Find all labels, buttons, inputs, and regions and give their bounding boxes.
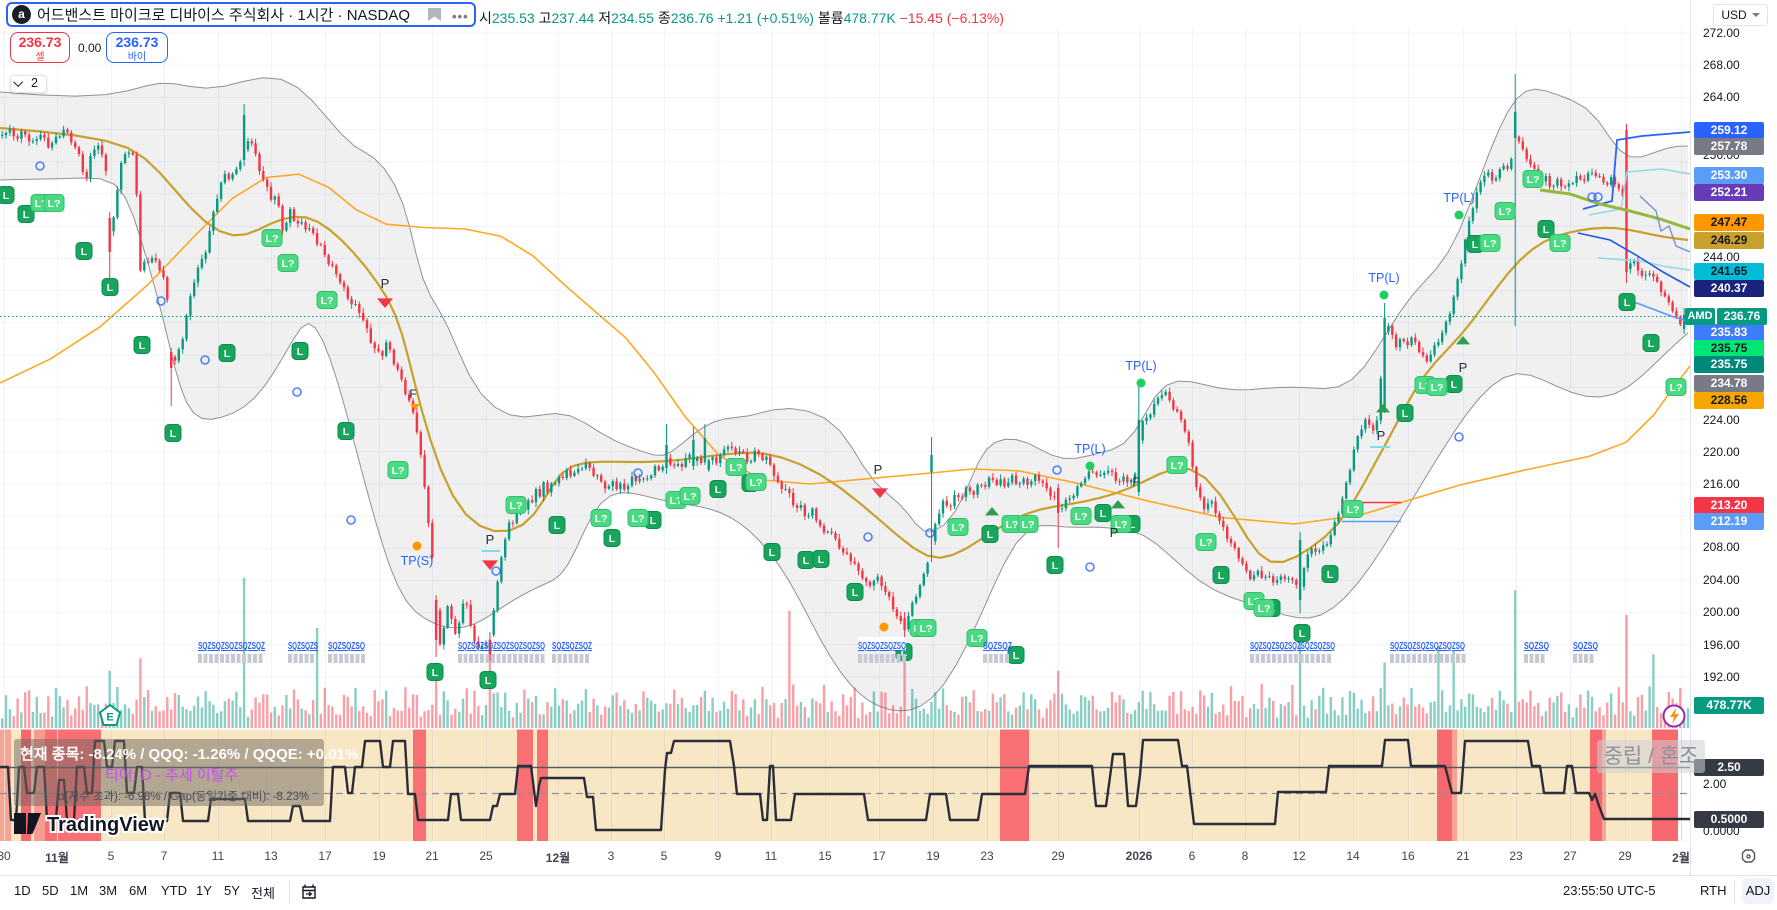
svg-text:L: L xyxy=(3,190,10,202)
svg-text:L: L xyxy=(1648,338,1655,350)
svg-text:L?: L? xyxy=(920,623,933,635)
svg-text:L: L xyxy=(987,529,994,541)
svg-text:L: L xyxy=(1100,508,1107,520)
svg-text:L: L xyxy=(715,484,722,496)
svg-text:SQZSQZSQZSQZSQZ: SQZSQZSQZSQZSQZ xyxy=(198,640,265,652)
svg-text:L?: L? xyxy=(1484,238,1497,250)
svg-text:E: E xyxy=(106,712,113,724)
svg-text:F: F xyxy=(1132,475,1139,489)
svg-text:TradingView: TradingView xyxy=(47,814,165,836)
svg-text:L: L xyxy=(1299,628,1306,640)
svg-text:TP(L): TP(L) xyxy=(1074,442,1105,456)
svg-text:L: L xyxy=(1543,224,1550,236)
svg-text:L: L xyxy=(23,209,30,221)
svg-text:L: L xyxy=(139,340,146,352)
svg-text:L?: L? xyxy=(1022,519,1035,531)
svg-text:P: P xyxy=(1377,428,1386,443)
svg-text:L?: L? xyxy=(1527,174,1540,186)
svg-text:SQZSQZSQ: SQZSQZSQ xyxy=(328,640,365,652)
svg-text:SQZSQZSQZ: SQZSQZSQZ xyxy=(552,640,592,652)
svg-text:L: L xyxy=(1624,297,1631,309)
svg-text:L?: L? xyxy=(266,233,279,245)
svg-text:L?: L? xyxy=(510,500,523,512)
svg-text:L: L xyxy=(818,554,825,566)
svg-text:L: L xyxy=(485,675,492,687)
svg-text:TP(L): TP(L) xyxy=(1443,191,1474,205)
svg-text:L?: L? xyxy=(632,513,645,525)
svg-text:L?: L? xyxy=(730,462,743,474)
svg-text:L: L xyxy=(1327,569,1334,581)
svg-text:L: L xyxy=(650,515,657,527)
svg-text:P: P xyxy=(381,276,390,291)
svg-text:P: P xyxy=(874,462,883,477)
svg-text:P: P xyxy=(486,532,495,547)
svg-text:L?: L? xyxy=(670,495,683,507)
svg-text:P: P xyxy=(1459,360,1468,375)
svg-text:SQZSQZSQZSQZSQZSQ: SQZSQZSQZSQZSQZSQ xyxy=(1390,640,1465,652)
svg-text:L?: L? xyxy=(1670,382,1683,394)
svg-text:L: L xyxy=(803,555,810,567)
svg-text:L: L xyxy=(852,587,859,599)
svg-text:L?: L? xyxy=(282,258,295,270)
svg-text:L: L xyxy=(1472,239,1479,251)
svg-text:L: L xyxy=(609,533,616,545)
svg-text:L: L xyxy=(901,647,908,659)
svg-text:L?: L? xyxy=(1499,206,1512,218)
svg-text:SQZSQ: SQZSQ xyxy=(1524,640,1549,652)
svg-text:L: L xyxy=(1402,408,1409,420)
svg-text:SQZSQZ: SQZSQZ xyxy=(983,640,1012,652)
svg-text:L?: L? xyxy=(971,633,984,645)
svg-text:L?: L? xyxy=(1075,511,1088,523)
svg-text:L: L xyxy=(1451,379,1458,391)
svg-text:L: L xyxy=(170,428,177,440)
svg-text:L: L xyxy=(1013,650,1020,662)
svg-text:SQZSQZSQZSQ: SQZSQZSQZSQ xyxy=(858,640,906,652)
svg-text:P: P xyxy=(1110,525,1119,540)
svg-text:TP(L): TP(L) xyxy=(1125,359,1156,373)
svg-text:SQZSQZSQZSQZSQZSQZSQ: SQZSQZSQZSQZSQZSQZSQ xyxy=(458,640,545,652)
svg-text:L: L xyxy=(554,520,561,532)
svg-text:L?: L? xyxy=(1431,382,1444,394)
svg-text:L: L xyxy=(224,348,231,360)
svg-text:L?: L? xyxy=(1258,603,1271,615)
svg-text:L: L xyxy=(432,667,439,679)
svg-text:L?: L? xyxy=(321,295,334,307)
svg-text:TP(L): TP(L) xyxy=(1368,271,1399,285)
svg-text:F: F xyxy=(409,387,416,401)
svg-text:L?: L? xyxy=(1006,519,1019,531)
svg-text:L?: L? xyxy=(1115,519,1128,531)
svg-text:L?: L? xyxy=(750,477,763,489)
svg-text:L: L xyxy=(769,547,776,559)
svg-text:SQZSQ: SQZSQ xyxy=(1573,640,1598,652)
svg-text:L?: L? xyxy=(1554,238,1567,250)
svg-text:L?: L? xyxy=(48,198,61,210)
svg-text:L?: L? xyxy=(1200,537,1213,549)
svg-text:L?: L? xyxy=(684,491,697,503)
svg-text:L: L xyxy=(107,282,114,294)
svg-text:L: L xyxy=(343,426,350,438)
svg-text:L?: L? xyxy=(595,513,608,525)
svg-text:L?: L? xyxy=(1347,504,1360,516)
svg-text:L?: L? xyxy=(1171,460,1184,472)
svg-text:L?: L? xyxy=(952,522,965,534)
svg-text:L: L xyxy=(297,346,304,358)
svg-text:SQZSQZSQZSQZSQZSQZSQ: SQZSQZSQZSQZSQZSQZSQ xyxy=(1250,640,1335,652)
svg-text:L: L xyxy=(1129,519,1136,531)
svg-text:TP(S): TP(S) xyxy=(401,554,434,568)
svg-text:L: L xyxy=(81,246,88,258)
svg-text:L: L xyxy=(1052,560,1059,572)
svg-text:SQZSQZS: SQZSQZS xyxy=(288,640,318,652)
svg-text:L?: L? xyxy=(392,465,405,477)
svg-text:L: L xyxy=(1218,570,1225,582)
